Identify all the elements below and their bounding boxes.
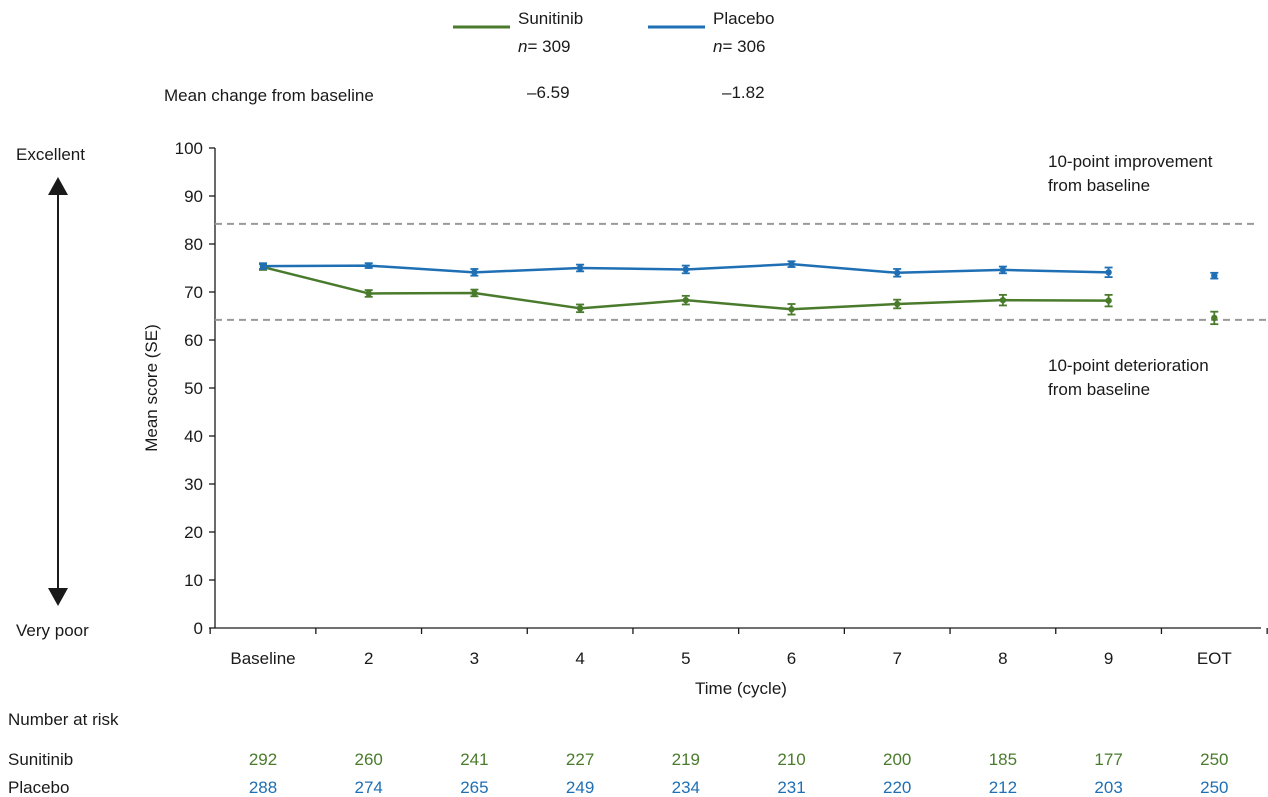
y-axis-label: Mean score (SE) xyxy=(142,324,161,452)
y-tick-label: 20 xyxy=(184,523,203,542)
y-tick-label: 80 xyxy=(184,235,203,254)
y-tick-label: 100 xyxy=(175,139,203,158)
reference-lines: 10-point improvement from baseline 10-po… xyxy=(215,152,1268,399)
arrow-bottom-label: Very poor xyxy=(16,621,89,640)
risk-value-sunitinib: 177 xyxy=(1094,750,1122,769)
y-ticks: 0 10 20 30 40 50 60 70 80 90 100 xyxy=(175,139,215,638)
ref-label-deterioration-1: 10-point deterioration xyxy=(1048,356,1209,375)
y-tick-label: 10 xyxy=(184,571,203,590)
legend-n-placebo: n= 306 xyxy=(713,37,765,56)
data-point-placebo xyxy=(576,264,584,272)
y-tick-label: 0 xyxy=(194,619,203,638)
x-tick-label: 8 xyxy=(998,649,1007,668)
risk-value-placebo: 250 xyxy=(1200,778,1228,797)
data-point-placebo xyxy=(788,260,795,268)
y-tick-label: 70 xyxy=(184,283,203,302)
risk-value-placebo: 234 xyxy=(672,778,700,797)
mean-change-placebo: –1.82 xyxy=(722,83,765,102)
arrow-head-down xyxy=(48,588,68,606)
legend: Sunitinib n= 309 Placebo n= 306 Mean cha… xyxy=(164,9,774,105)
mean-change-label: Mean change from baseline xyxy=(164,86,374,105)
risk-value-placebo: 265 xyxy=(460,778,488,797)
x-tick-label: 3 xyxy=(470,649,479,668)
x-tick-label: Baseline xyxy=(230,649,295,668)
risk-value-placebo: 203 xyxy=(1094,778,1122,797)
risk-value-sunitinib: 260 xyxy=(355,750,383,769)
risk-value-sunitinib: 227 xyxy=(566,750,594,769)
ref-label-improvement-2: from baseline xyxy=(1048,176,1150,195)
risk-row-label-placebo: Placebo xyxy=(8,778,69,797)
risk-value-placebo: 274 xyxy=(355,778,383,797)
risk-value-sunitinib: 210 xyxy=(777,750,805,769)
data-point-placebo xyxy=(1211,272,1218,279)
ref-label-improvement-1: 10-point improvement xyxy=(1048,152,1213,171)
risk-value-placebo: 231 xyxy=(777,778,805,797)
risk-value-sunitinib: 200 xyxy=(883,750,911,769)
x-tick-label: 9 xyxy=(1104,649,1113,668)
data-point-placebo xyxy=(999,266,1007,274)
quality-arrow: Excellent Very poor xyxy=(16,145,89,640)
risk-value-sunitinib: 292 xyxy=(249,750,277,769)
risk-table-values: 292 260 241 227 219 210 200 185 177 250 288 274 265 2… xyxy=(249,750,1229,797)
arrow-top-label: Excellent xyxy=(16,145,85,164)
data-point-sunitinib xyxy=(365,290,372,297)
y-tick-label: 90 xyxy=(184,187,203,206)
risk-value-sunitinib: 250 xyxy=(1200,750,1228,769)
x-tick-label: 4 xyxy=(575,649,584,668)
data-point-placebo xyxy=(471,269,478,276)
mean-change-sunitinib: –6.59 xyxy=(527,83,570,102)
x-tick-label: 7 xyxy=(892,649,901,668)
data-point-sunitinib xyxy=(999,296,1007,304)
risk-value-sunitinib: 219 xyxy=(672,750,700,769)
data-point-placebo xyxy=(894,269,901,276)
data-point-placebo xyxy=(1105,269,1112,276)
axes: 0 10 20 30 40 50 60 70 80 90 100 Baseline 2 3 4 5 6 7 8 9 E… xyxy=(142,139,1268,698)
data-point-placebo xyxy=(365,262,372,269)
x-tick-label: 5 xyxy=(681,649,690,668)
y-tick-label: 50 xyxy=(184,379,203,398)
data-series xyxy=(259,260,1219,326)
risk-value-sunitinib: 241 xyxy=(460,750,488,769)
legend-label-placebo: Placebo xyxy=(713,9,774,28)
y-tick-label: 60 xyxy=(184,331,203,350)
data-point-placebo xyxy=(682,266,689,273)
legend-label-sunitinib: Sunitinib xyxy=(518,9,583,28)
y-tick-label: 40 xyxy=(184,427,203,446)
risk-value-placebo: 288 xyxy=(249,778,277,797)
risk-row-label-sunitinib: Sunitinib xyxy=(8,750,73,769)
data-point-sunitinib xyxy=(471,289,478,297)
x-tick-label: 2 xyxy=(364,649,373,668)
y-tick-label: 30 xyxy=(184,475,203,494)
x-ticks: Baseline 2 3 4 5 6 7 8 9 EOT xyxy=(209,628,1268,668)
risk-value-sunitinib: 185 xyxy=(989,750,1017,769)
ref-label-deterioration-2: from baseline xyxy=(1048,380,1150,399)
x-axis-label: Time (cycle) xyxy=(695,679,787,698)
data-point-sunitinib xyxy=(1211,314,1218,322)
risk-value-placebo: 220 xyxy=(883,778,911,797)
arrow-head-up xyxy=(48,177,68,195)
legend-n-sunitinib: n= 309 xyxy=(518,37,570,56)
data-point-sunitinib xyxy=(576,305,584,312)
risk-value-placebo: 212 xyxy=(989,778,1017,797)
data-point-sunitinib xyxy=(788,306,795,313)
data-point-placebo xyxy=(259,262,267,270)
risk-value-placebo: 249 xyxy=(566,778,594,797)
risk-table-title: Number at risk xyxy=(8,710,119,729)
x-tick-label: EOT xyxy=(1197,649,1232,668)
data-point-sunitinib xyxy=(894,300,901,308)
data-point-sunitinib xyxy=(1105,297,1112,304)
risk-table: Number at risk Sunitinib Placebo 292 260 2… xyxy=(8,710,1228,797)
data-point-sunitinib xyxy=(682,296,689,304)
x-tick-label: 6 xyxy=(787,649,796,668)
